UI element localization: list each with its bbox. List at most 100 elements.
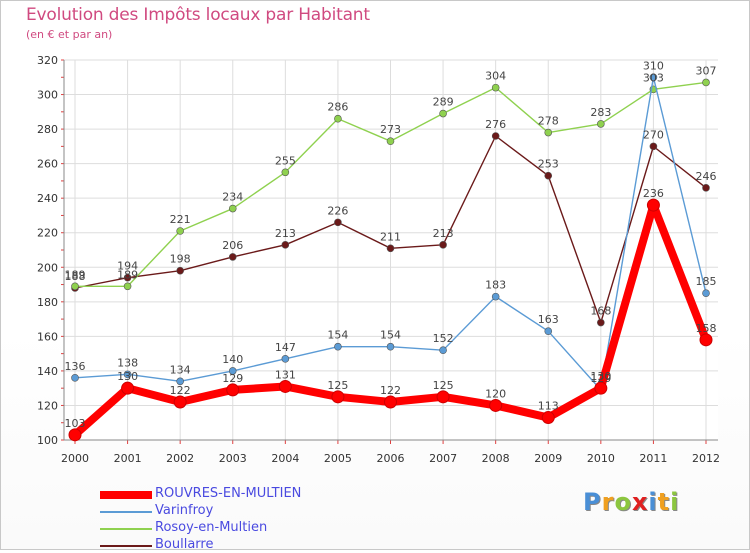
data-label: 278 <box>538 115 559 128</box>
x-tick-label: 2006 <box>377 452 405 465</box>
y-tick-label: 320 <box>37 54 58 67</box>
data-label: 147 <box>275 341 296 354</box>
data-point <box>544 327 553 335</box>
data-point <box>334 218 342 227</box>
logo-letter: P <box>583 488 602 516</box>
data-label: 304 <box>485 70 506 83</box>
data-label: 246 <box>696 170 717 183</box>
data-label: 113 <box>538 400 559 413</box>
data-point <box>123 282 132 291</box>
y-tick-label: 280 <box>37 123 58 136</box>
data-point <box>597 120 605 128</box>
data-point <box>439 346 447 354</box>
data-label: 206 <box>222 239 243 252</box>
legend-label: Boullarre <box>155 537 214 552</box>
data-label: 129 <box>222 372 243 385</box>
data-point <box>597 318 605 327</box>
data-point <box>649 73 658 82</box>
proxiti-logo: Proxiti <box>583 488 679 516</box>
y-tick-label: 120 <box>37 399 58 412</box>
data-label: 183 <box>485 279 506 292</box>
data-label: 213 <box>433 227 454 240</box>
data-label: 131 <box>275 368 296 381</box>
data-label: 198 <box>170 253 191 266</box>
data-label: 236 <box>643 187 664 200</box>
logo-letter: t <box>657 488 671 516</box>
data-point <box>384 395 397 409</box>
data-label: 125 <box>327 379 348 392</box>
data-label: 213 <box>275 227 296 240</box>
data-point <box>436 390 450 404</box>
legend-item: ROUVRES-EN-MULTIEN <box>100 486 400 502</box>
data-point <box>702 184 710 192</box>
data-label: 226 <box>327 204 348 217</box>
data-label: 158 <box>696 322 717 335</box>
data-point <box>386 342 395 351</box>
legend-label: Rosoy-en-Multien <box>155 520 268 535</box>
y-tick-label: 140 <box>37 365 58 378</box>
legend-item: Rosoy-en-Multien <box>100 520 400 536</box>
data-label: 130 <box>117 370 138 383</box>
legend-label: Varinfroy <box>155 503 214 518</box>
x-tick-label: 2003 <box>219 452 247 465</box>
data-point <box>386 137 395 145</box>
logo-letter: i <box>670 488 680 516</box>
data-point <box>331 390 345 404</box>
logo-letter: x <box>631 488 649 516</box>
x-tick-label: 2011 <box>639 452 667 465</box>
data-label: 122 <box>170 384 191 397</box>
data-label: 163 <box>538 313 559 326</box>
data-label: 189 <box>65 268 86 281</box>
data-label: 289 <box>433 96 454 109</box>
data-point <box>281 168 290 177</box>
legend-item: Varinfroy <box>100 503 400 519</box>
data-label: 185 <box>696 275 717 288</box>
data-label: 130 <box>590 370 611 383</box>
y-tick-label: 100 <box>37 434 58 447</box>
data-label: 125 <box>433 379 454 392</box>
data-label: 188 <box>65 270 86 283</box>
legend-swatch <box>100 491 152 499</box>
data-point <box>281 241 290 249</box>
data-point <box>439 109 447 118</box>
data-point <box>228 204 237 213</box>
data-point <box>173 395 187 409</box>
legend-item: Boullarre <box>100 537 400 553</box>
data-point <box>278 379 292 393</box>
data-label: 138 <box>117 356 138 369</box>
x-tick-label: 2000 <box>61 452 89 465</box>
chart-title: Evolution des Impôts locaux par Habitant <box>26 5 370 25</box>
x-tick-label: 2012 <box>692 452 720 465</box>
data-label: 136 <box>65 360 86 373</box>
data-point <box>649 142 658 151</box>
y-tick-label: 260 <box>37 158 58 171</box>
data-point <box>702 78 710 87</box>
data-point <box>334 342 342 351</box>
data-point <box>176 377 184 386</box>
logo-letter: i <box>648 488 658 516</box>
data-label: 168 <box>590 305 611 318</box>
x-tick-label: 2008 <box>482 452 510 465</box>
logo-letter: r <box>601 488 615 516</box>
x-tick-label: 2009 <box>534 452 562 465</box>
data-point <box>702 289 710 297</box>
data-label: 273 <box>380 123 401 136</box>
data-label: 253 <box>538 158 559 171</box>
y-tick-label: 200 <box>37 261 58 274</box>
data-label: 270 <box>643 128 664 141</box>
x-tick-label: 2001 <box>114 452 142 465</box>
data-label: 194 <box>117 260 138 273</box>
data-label: 310 <box>643 59 664 72</box>
data-point <box>228 253 237 261</box>
data-point <box>439 241 447 249</box>
data-label: 103 <box>65 417 86 430</box>
data-point <box>594 381 608 395</box>
y-tick-label: 180 <box>37 296 58 309</box>
data-label: 154 <box>327 329 348 342</box>
y-tick-label: 220 <box>37 227 58 240</box>
data-label: 129 <box>590 372 611 385</box>
data-label: 221 <box>170 213 191 226</box>
legend-swatch <box>100 511 152 513</box>
data-point <box>68 428 82 442</box>
legend-swatch <box>100 545 152 547</box>
